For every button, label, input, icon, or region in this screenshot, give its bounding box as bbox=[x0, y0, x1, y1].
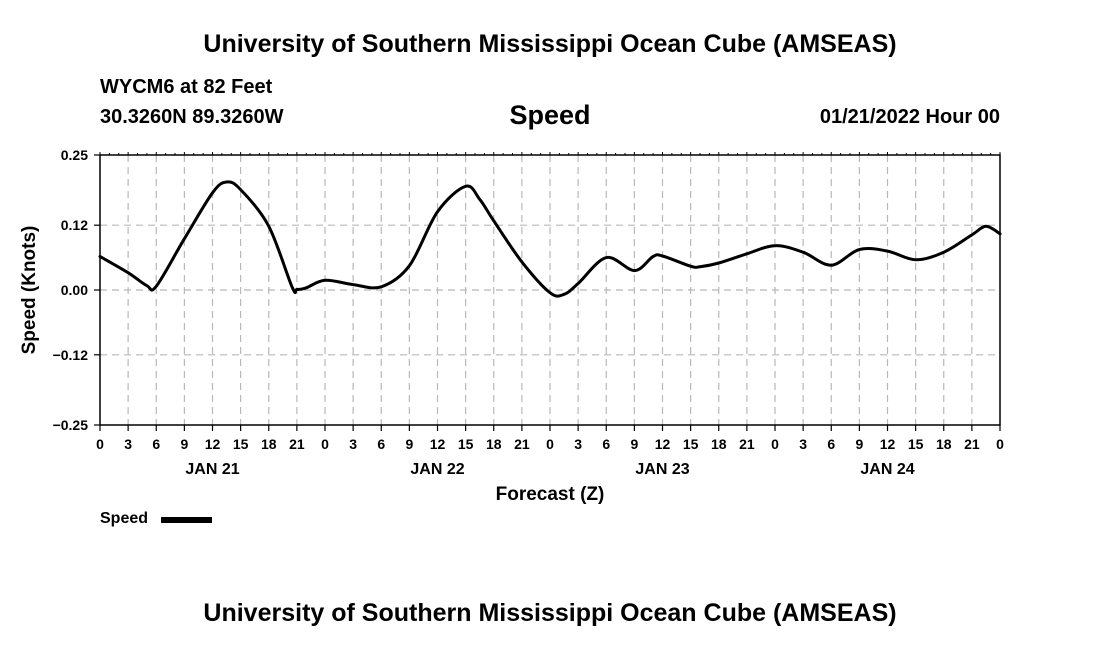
x-tick-label: 15 bbox=[683, 436, 699, 452]
x-tick-label: 9 bbox=[630, 436, 638, 452]
x-tick-label: 0 bbox=[321, 436, 329, 452]
y-tick-label: 0.12 bbox=[61, 217, 88, 233]
forecast-datetime: 01/21/2022 Hour 00 bbox=[819, 106, 1000, 128]
chart-main-title: University of Southern Mississippi Ocean… bbox=[203, 30, 897, 58]
legend-label: Speed bbox=[100, 510, 149, 527]
x-tick-label: 0 bbox=[996, 436, 1004, 452]
x-tick-label: 3 bbox=[574, 436, 582, 452]
x-tick-label: 15 bbox=[233, 436, 249, 452]
coordinates-label: 30.3260N 89.3260W bbox=[100, 106, 284, 128]
x-tick-label: 3 bbox=[124, 436, 132, 452]
x-tick-label: 3 bbox=[349, 436, 357, 452]
station-label: WYCM6 at 82 Feet bbox=[100, 76, 273, 98]
x-tick-label: 15 bbox=[458, 436, 474, 452]
day-label: JAN 21 bbox=[185, 461, 239, 478]
x-tick-label: 6 bbox=[152, 436, 160, 452]
day-label: JAN 22 bbox=[410, 461, 464, 478]
y-tick-label: 0.25 bbox=[61, 147, 88, 163]
x-tick-label: 0 bbox=[771, 436, 779, 452]
x-tick-label: 18 bbox=[261, 436, 277, 452]
x-tick-label: 3 bbox=[799, 436, 807, 452]
x-tick-label: 21 bbox=[964, 436, 980, 452]
x-tick-label: 0 bbox=[546, 436, 554, 452]
x-tick-label: 9 bbox=[405, 436, 413, 452]
legend-swatch bbox=[161, 517, 212, 523]
y-tick-label: −0.12 bbox=[53, 347, 89, 363]
x-axis-label: Forecast (Z) bbox=[496, 484, 605, 505]
series-layer bbox=[98, 180, 1002, 298]
x-tick-label: 12 bbox=[430, 436, 446, 452]
x-tick-label: 18 bbox=[711, 436, 727, 452]
x-tick-label: 0 bbox=[96, 436, 104, 452]
variable-title: Speed bbox=[509, 100, 591, 130]
x-tick-label: 21 bbox=[289, 436, 305, 452]
x-tick-label: 12 bbox=[880, 436, 896, 452]
x-tick-label: 9 bbox=[180, 436, 188, 452]
x-tick-label: 6 bbox=[827, 436, 835, 452]
x-tick-label: 12 bbox=[205, 436, 221, 452]
x-tick-label: 21 bbox=[739, 436, 755, 452]
x-tick-label: 18 bbox=[936, 436, 952, 452]
x-tick-label: 15 bbox=[908, 436, 924, 452]
y-tick-label: −0.25 bbox=[53, 417, 89, 433]
x-tick-label: 21 bbox=[514, 436, 530, 452]
axis-ticks: 0 3 6 9 12 15 18 21 0 3 6 9 12 15 18 21 0 3 6 9 12 15 18 21 0 3 6 9… bbox=[53, 147, 1005, 478]
x-tick-label: 18 bbox=[486, 436, 502, 452]
x-tick-label: 12 bbox=[655, 436, 671, 452]
day-label: JAN 24 bbox=[860, 461, 914, 478]
y-tick-label: 0.00 bbox=[61, 282, 88, 298]
footer-title: University of Southern Mississippi Ocean… bbox=[203, 599, 897, 627]
day-label: JAN 23 bbox=[635, 461, 689, 478]
y-axis-label: Speed (Knots) bbox=[19, 226, 40, 355]
grid-lines bbox=[100, 155, 1000, 425]
x-tick-label: 9 bbox=[855, 436, 863, 452]
x-tick-label: 6 bbox=[602, 436, 610, 452]
x-tick-label: 6 bbox=[377, 436, 385, 452]
series-line-speed bbox=[98, 180, 1002, 298]
